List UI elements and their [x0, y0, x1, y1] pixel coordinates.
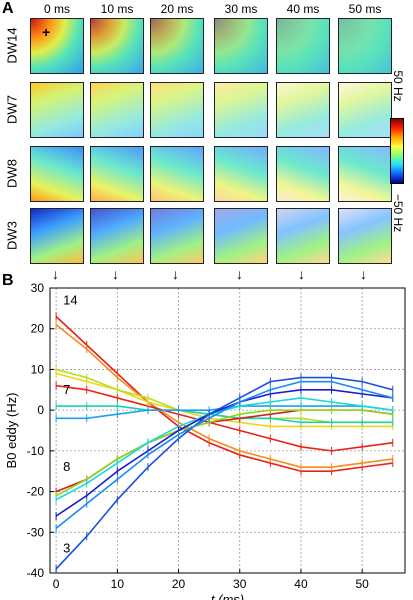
heatmap-tile	[276, 18, 330, 74]
y-tick-label: -30	[27, 525, 45, 539]
series-annotation: 3	[63, 541, 70, 556]
down-arrow-icon: ↓	[298, 266, 305, 282]
down-arrow-icon: ↓	[112, 266, 119, 282]
row-label: DW3	[4, 221, 20, 250]
x-axis-label: t (ms)	[211, 592, 244, 600]
y-tick-label: 30	[31, 281, 45, 295]
y-axis-label: B0 eddy (Hz)	[4, 393, 19, 469]
heatmap-tile	[338, 18, 392, 74]
heatmap-tile	[338, 208, 392, 264]
heatmap-tile	[150, 18, 204, 74]
colorbar-max-label: 50 Hz	[391, 70, 405, 102]
series-line	[55, 380, 393, 529]
series-line	[55, 315, 393, 473]
panel-b-letter: B	[2, 272, 14, 289]
time-label: 40 ms	[286, 2, 320, 16]
heatmap-tile	[150, 208, 204, 264]
x-tick-label: 10	[111, 577, 125, 591]
heatmap-tile	[30, 18, 84, 74]
heatmap-tile	[30, 82, 84, 138]
series-annotation: 14	[63, 292, 77, 307]
heatmap-tile	[276, 82, 330, 138]
y-tick-label: 10	[31, 362, 45, 376]
x-tick-label: 20	[172, 577, 186, 591]
series-annotation: 7	[63, 382, 70, 397]
heatmap-tile	[214, 208, 268, 264]
heatmap-tile	[214, 18, 268, 74]
row-label: DW7	[4, 95, 20, 124]
marker-plus-icon: +	[42, 24, 51, 40]
y-tick-label: -20	[27, 485, 45, 499]
down-arrow-icon: ↓	[52, 266, 59, 282]
heatmap-tile	[30, 208, 84, 264]
heatmap-tile	[150, 146, 204, 202]
row-label: DW8	[4, 159, 20, 188]
time-label: 10 ms	[100, 2, 134, 16]
series-line	[56, 405, 393, 424]
x-tick-label: 40	[294, 577, 308, 591]
series-line	[55, 388, 393, 517]
y-tick-label: -10	[27, 444, 45, 458]
x-tick-label: 0	[53, 577, 60, 591]
heatmap-tile	[90, 208, 144, 264]
series-line	[55, 409, 393, 497]
x-tick-label: 30	[233, 577, 247, 591]
y-tick-label: 20	[31, 322, 45, 336]
heatmap-tile	[150, 82, 204, 138]
time-label: 0 ms	[43, 2, 70, 16]
x-tick-label: 50	[355, 577, 369, 591]
heatmap-tile	[338, 146, 392, 202]
heatmap-tile	[276, 146, 330, 202]
heatmap-tile	[30, 146, 84, 202]
down-arrow-icon: ↓	[360, 266, 367, 282]
series-line	[56, 384, 393, 452]
heatmap-tile	[90, 146, 144, 202]
down-arrow-icon: ↓	[236, 266, 243, 282]
heatmap-tile	[214, 146, 268, 202]
heatmap-tile	[338, 82, 392, 138]
time-label: 30 ms	[224, 2, 258, 16]
series-line	[55, 376, 393, 570]
y-tick-label: -40	[27, 566, 45, 580]
panel-a-letter: A	[2, 0, 14, 17]
series-annotation: 8	[63, 459, 70, 474]
heatmap-tile	[90, 18, 144, 74]
y-tick-label: 0	[37, 403, 44, 417]
colorbar	[390, 118, 404, 184]
plot-frame	[49, 287, 406, 574]
row-label: DW14	[4, 27, 20, 64]
down-arrow-icon: ↓	[172, 266, 179, 282]
heatmap-tile	[276, 208, 330, 264]
series-line	[55, 324, 393, 468]
time-label: 50 ms	[348, 2, 382, 16]
time-label: 20 ms	[160, 2, 194, 16]
colorbar-min-label: −50 Hz	[391, 193, 405, 233]
heatmap-tile	[214, 82, 268, 138]
heatmap-tile	[90, 82, 144, 138]
